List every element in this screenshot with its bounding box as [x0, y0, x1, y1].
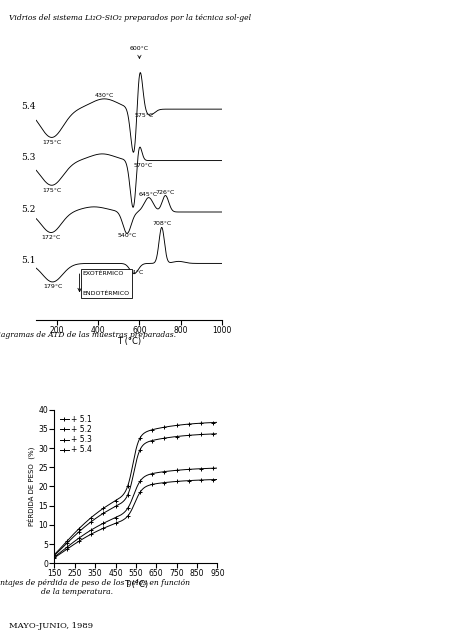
X-axis label: T (°C): T (°C): [124, 580, 148, 589]
Text: 540°C: 540°C: [117, 232, 137, 237]
Text: 175°C: 175°C: [42, 188, 61, 193]
Text: 5.3: 5.3: [21, 154, 35, 163]
Y-axis label: PÉRDIDA DE PESO  (%): PÉRDIDA DE PESO (%): [28, 447, 36, 526]
Text: 570°C: 570°C: [133, 163, 153, 168]
Text: 5.2: 5.2: [21, 205, 35, 214]
X-axis label: T (°C): T (°C): [117, 337, 141, 346]
Text: 708°C: 708°C: [152, 221, 171, 227]
Legend: + 5.1, + 5.2, + 5.3, + 5.4: + 5.1, + 5.2, + 5.3, + 5.4: [58, 413, 94, 456]
Text: Vidrios del sistema Li₂O-SiO₂ preparados por la técnica sol-gel: Vidrios del sistema Li₂O-SiO₂ preparados…: [9, 14, 251, 22]
Text: 5.4: 5.4: [21, 102, 35, 111]
Text: 574°C: 574°C: [125, 269, 144, 275]
Text: 175°C: 175°C: [42, 140, 61, 145]
Text: 575°C: 575°C: [135, 113, 154, 118]
Text: Fig. 2.—Diagramas de ATD de las muestras preparadas.: Fig. 2.—Diagramas de ATD de las muestras…: [0, 331, 176, 339]
Text: 645°C: 645°C: [139, 191, 159, 196]
Text: Fig. 3.—Porcentajes de pérdida de peso de los geles en función
        de la tem: Fig. 3.—Porcentajes de pérdida de peso d…: [0, 579, 190, 596]
Text: MAYO-JUNIO, 1989: MAYO-JUNIO, 1989: [9, 623, 93, 630]
Text: 172°C: 172°C: [41, 235, 61, 239]
Text: EXOTÉRMICO
 
ENDOTÉRMICO: EXOTÉRMICO ENDOTÉRMICO: [82, 271, 130, 296]
Text: 430°C: 430°C: [95, 93, 114, 98]
Text: 179°C: 179°C: [43, 284, 62, 289]
Text: 726°C: 726°C: [156, 189, 175, 195]
Text: 5.1: 5.1: [21, 257, 35, 266]
Text: 600°C: 600°C: [130, 46, 149, 58]
